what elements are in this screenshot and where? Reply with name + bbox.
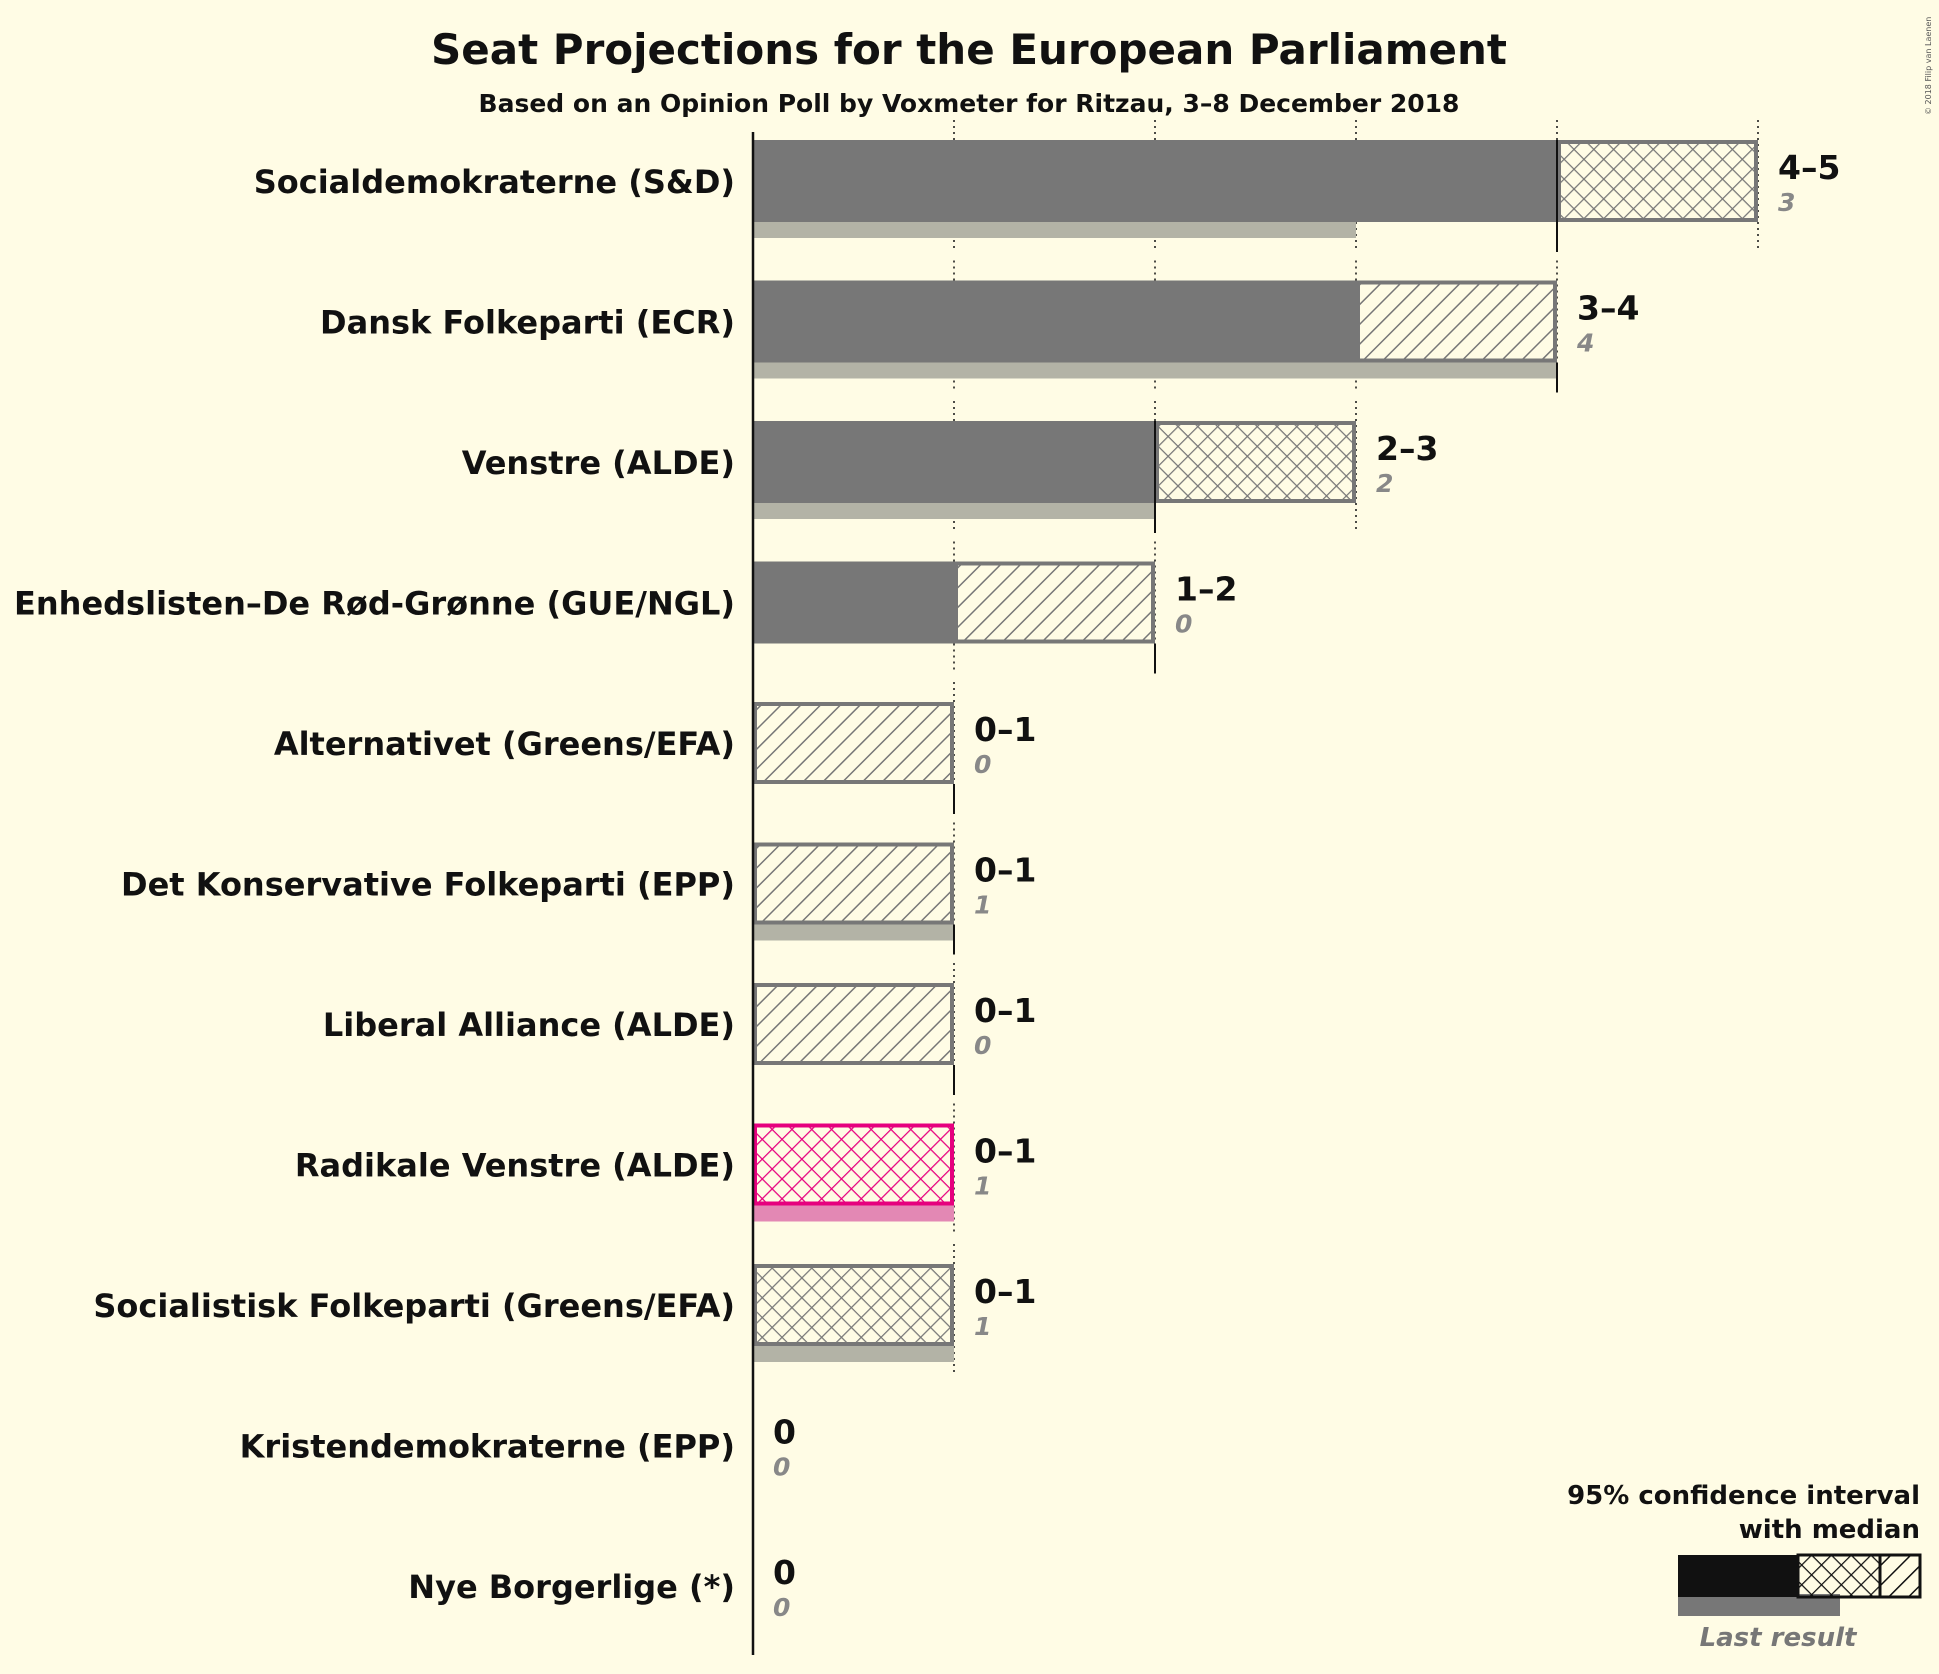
last-result-label-7: 1	[974, 1172, 991, 1201]
range-label-1: 3–4	[1577, 289, 1639, 328]
labels-group: Socialdemokraterne (S&D) 4–53 Dansk Folkep…	[14, 148, 1840, 1622]
party-label-3: Enhedslisten–De Rød-Grønne (GUE/NGL)	[14, 585, 735, 623]
range-label-10: 0	[773, 1553, 796, 1592]
bars-group	[753, 140, 1758, 1362]
last-result-label-0: 3	[1778, 188, 1795, 217]
ci-upper-bar-7	[753, 1123, 954, 1206]
party-label-1: Dansk Folkeparti (ECR)	[320, 304, 735, 342]
party-label-10: Nye Borgerlige (*)	[408, 1568, 735, 1606]
last-result-label-3: 0	[1175, 610, 1192, 639]
last-result-bar-8	[753, 1342, 954, 1362]
range-label-6: 0–1	[974, 991, 1036, 1030]
solid-bar-1	[753, 280, 1356, 363]
range-label-3: 1–2	[1175, 570, 1237, 609]
legend-crosshatch-swatch	[1796, 1553, 1882, 1599]
legend-title-line2: with median	[1739, 1515, 1920, 1545]
party-label-9: Kristendemokraterne (EPP)	[240, 1428, 735, 1466]
last-result-bar-2	[753, 499, 1155, 519]
legend-title-line1: 95% confidence interval	[1567, 1481, 1920, 1511]
last-result-bar-0	[753, 218, 1356, 238]
ci-upper-bar-2	[1155, 421, 1356, 503]
party-label-5: Det Konservative Folkeparti (EPP)	[121, 866, 735, 904]
last-result-bar-5	[753, 920, 954, 941]
range-label-7: 0–1	[974, 1132, 1036, 1171]
legend-hatch-swatch	[1878, 1553, 1922, 1599]
range-label-9: 0	[773, 1413, 796, 1452]
party-label-6: Liberal Alliance (ALDE)	[323, 1006, 735, 1044]
ci-lower-bar-6	[753, 983, 954, 1065]
last-result-label-1: 4	[1576, 329, 1594, 358]
party-label-2: Venstre (ALDE)	[462, 444, 735, 482]
ci-lower-bar-3	[954, 561, 1155, 644]
range-label-2: 2–3	[1376, 429, 1438, 468]
party-label-4: Alternativet (Greens/EFA)	[274, 725, 735, 763]
copyright-note: © 2018 Filip van Laenen	[1924, 17, 1933, 115]
last-result-label-8: 1	[974, 1312, 991, 1341]
legend-last-result-label: Last result	[1700, 1623, 1858, 1653]
legend-last-result-swatch	[1678, 1594, 1840, 1616]
last-result-bar-1	[753, 358, 1557, 379]
ci-upper-bar-8	[753, 1264, 954, 1346]
solid-bar-0	[753, 140, 1557, 222]
last-result-label-4: 0	[974, 750, 991, 779]
last-result-label-9: 0	[773, 1453, 790, 1482]
last-result-bar-7	[753, 1201, 954, 1222]
range-label-4: 0–1	[974, 710, 1036, 749]
ci-lower-bar-5	[753, 842, 954, 925]
last-result-label-10: 0	[773, 1593, 790, 1622]
ci-lower-bar-1	[1356, 280, 1557, 363]
last-result-label-5: 1	[974, 891, 991, 920]
party-label-7: Radikale Venstre (ALDE)	[295, 1147, 735, 1185]
range-label-5: 0–1	[974, 851, 1036, 890]
party-label-8: Socialistisk Folkeparti (Greens/EFA)	[93, 1287, 735, 1325]
range-label-0: 4–5	[1778, 148, 1840, 187]
range-label-8: 0–1	[974, 1272, 1036, 1311]
legend: 95% confidence interval with median Last…	[1567, 1481, 1922, 1653]
solid-bar-3	[753, 561, 954, 644]
chart-subtitle: Based on an Opinion Poll by Voxmeter for…	[479, 89, 1460, 118]
legend-solid-swatch	[1678, 1555, 1798, 1597]
ci-lower-bar-4	[753, 702, 954, 784]
last-result-label-6: 0	[974, 1031, 991, 1060]
party-label-0: Socialdemokraterne (S&D)	[254, 163, 735, 201]
last-result-label-2: 2	[1376, 469, 1393, 498]
ci-upper-bar-0	[1557, 140, 1758, 222]
chart-title: Seat Projections for the European Parlia…	[431, 25, 1507, 74]
solid-bar-2	[753, 421, 1155, 503]
